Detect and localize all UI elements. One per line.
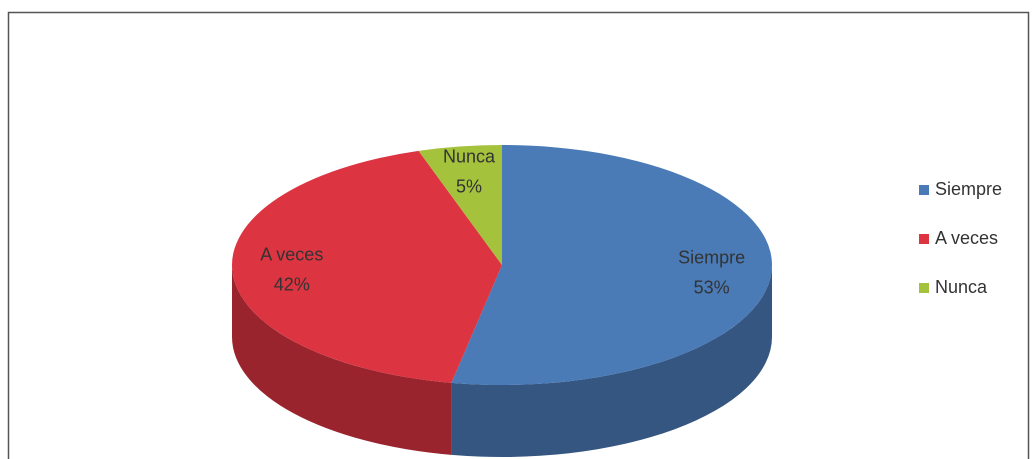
legend-swatch bbox=[919, 234, 929, 244]
data-label-name: A veces bbox=[260, 245, 323, 265]
legend: Siempre A veces Nunca bbox=[919, 179, 1002, 297]
data-label-value: 53% bbox=[694, 278, 730, 298]
slice bbox=[231, 150, 502, 383]
legend-swatch bbox=[919, 283, 929, 293]
data-label-value: 5% bbox=[456, 176, 482, 196]
slice-side bbox=[451, 265, 772, 458]
legend-label: Siempre bbox=[935, 179, 1002, 199]
data-label-name: Nunca bbox=[443, 146, 496, 166]
legend-label: Nunca bbox=[935, 277, 988, 297]
data-labels: Siempre 53% A veces 42% Nunca 5% bbox=[260, 146, 745, 297]
data-label-value: 42% bbox=[274, 275, 310, 295]
slice-side bbox=[232, 265, 452, 455]
data-label-name: Siempre bbox=[678, 248, 745, 268]
pie-sides bbox=[232, 265, 772, 458]
legend-label: A veces bbox=[935, 228, 998, 248]
legend-swatch bbox=[919, 185, 929, 195]
slice bbox=[418, 145, 502, 265]
pie-tops bbox=[231, 145, 772, 385]
slice bbox=[451, 145, 772, 385]
